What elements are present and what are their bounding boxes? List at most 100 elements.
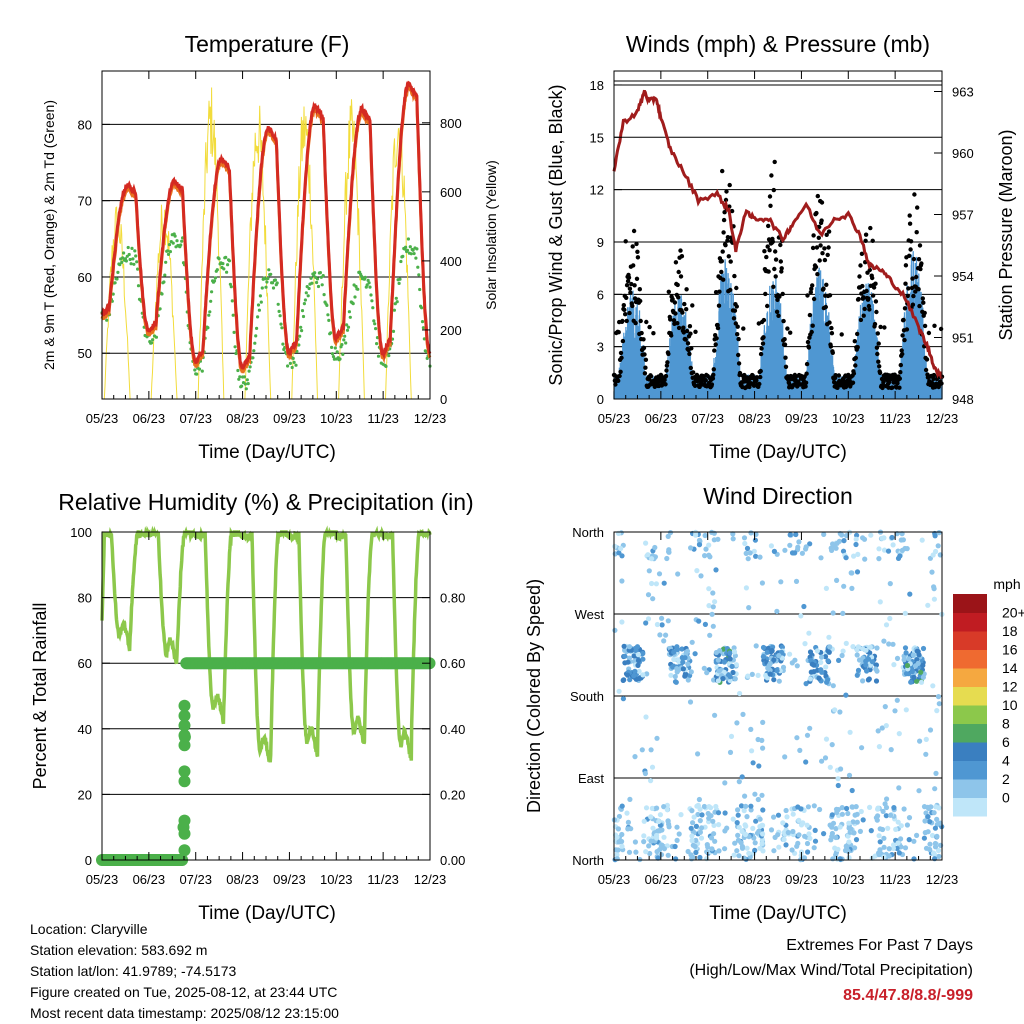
dewpoint-point	[325, 303, 329, 307]
dewpoint-point	[256, 303, 261, 307]
gust-point	[807, 312, 813, 318]
gust-point	[632, 296, 638, 301]
direction-point	[632, 754, 638, 760]
direction-point	[811, 803, 817, 809]
direction-point	[685, 677, 691, 683]
gust-point	[771, 284, 776, 289]
direction-point	[920, 674, 927, 680]
dewpoint-point	[412, 252, 416, 256]
direction-point	[812, 827, 818, 834]
direction-point	[645, 616, 652, 622]
extremes-heading: Extremes For Past 7 Days	[786, 937, 973, 954]
direction-point	[830, 541, 836, 547]
dewpoint-point	[247, 369, 251, 373]
dewpoint-point	[260, 286, 264, 290]
direction-point	[619, 843, 625, 849]
y-tick-label: 9	[597, 235, 604, 250]
dewpoint-point	[229, 285, 233, 289]
dewpoint-point	[167, 243, 172, 247]
direction-point	[898, 537, 904, 543]
direction-point	[837, 709, 843, 715]
direction-point	[752, 791, 758, 797]
direction-point	[742, 540, 748, 547]
direction-point	[916, 788, 922, 794]
humidity-right-ticks: 0.00 0.20 0.40 0.60 0.80	[422, 591, 465, 868]
dewpoint-point	[312, 273, 316, 277]
direction-point	[902, 845, 909, 851]
direction-point	[661, 638, 667, 644]
direction-point	[823, 664, 829, 670]
direction-point	[715, 657, 722, 663]
gust-point	[631, 263, 636, 268]
dewpoint-point	[238, 375, 242, 379]
gust-point	[923, 367, 929, 373]
gust-point	[622, 307, 627, 312]
gust-point	[877, 364, 882, 369]
gust-point	[719, 259, 724, 264]
gust-point	[882, 325, 887, 330]
direction-point	[849, 787, 855, 794]
gust-point	[731, 316, 737, 321]
y2-tick-label: 0.00	[440, 853, 465, 868]
direction-point	[850, 644, 856, 650]
direction-point	[665, 852, 671, 858]
direction-point	[803, 544, 809, 550]
direction-point	[804, 822, 810, 828]
direction-point	[827, 644, 833, 650]
direction-point	[670, 664, 676, 670]
direction-point	[896, 850, 902, 856]
direction-point	[760, 654, 767, 660]
direction-point	[822, 755, 829, 761]
direction-point	[931, 810, 937, 816]
gust-point	[642, 371, 648, 376]
direction-point	[711, 677, 717, 683]
direction-point	[676, 831, 682, 837]
gust-point	[734, 304, 739, 309]
direction-point	[649, 580, 655, 587]
gust-point	[617, 373, 622, 379]
direction-point	[745, 673, 751, 679]
direction-x-label: Time (Day/UTC)	[709, 903, 847, 924]
temperature-x-label: Time (Day/UTC)	[198, 442, 336, 463]
direction-point	[859, 745, 865, 751]
gust-point	[778, 259, 783, 264]
x-tick-label: 10/23	[320, 872, 353, 887]
gust-point	[703, 378, 708, 383]
direction-point	[645, 592, 652, 598]
gust-point	[769, 173, 774, 178]
direction-point	[790, 811, 796, 817]
direction-point	[865, 677, 872, 683]
dewpoint-point	[254, 334, 258, 338]
x-tick-label: 06/23	[133, 411, 166, 426]
direction-point	[854, 569, 861, 575]
direction-point	[649, 556, 655, 562]
direction-point	[706, 542, 712, 548]
direction-point	[664, 807, 670, 813]
direction-point	[688, 825, 694, 831]
direction-point	[697, 854, 703, 861]
direction-point	[622, 647, 628, 653]
direction-point	[891, 805, 897, 811]
dewpoint-point	[121, 256, 125, 260]
gust-point	[616, 330, 621, 335]
gust-point	[779, 266, 784, 271]
direction-point	[710, 623, 716, 629]
direction-point	[639, 747, 645, 753]
gust-point	[905, 293, 910, 299]
gust-point	[819, 200, 825, 205]
direction-point	[920, 645, 927, 652]
direction-point	[682, 655, 688, 661]
direction-point	[869, 659, 876, 665]
gust-point	[874, 309, 879, 315]
dewpoint-point	[242, 375, 246, 379]
direction-point	[674, 646, 681, 653]
y2-tick-label: 0	[440, 392, 447, 407]
temperature-panel: Temperature (F) 50 60 70 80 0 200 400 600 800 0…	[41, 31, 499, 463]
y2-tick-label: 0.20	[440, 787, 465, 802]
gust-point	[804, 361, 810, 367]
direction-point	[699, 812, 705, 818]
direction-point	[867, 650, 873, 656]
legend-title: mph	[993, 576, 1020, 592]
dewpoint-point	[301, 314, 306, 319]
direction-point	[711, 822, 717, 829]
